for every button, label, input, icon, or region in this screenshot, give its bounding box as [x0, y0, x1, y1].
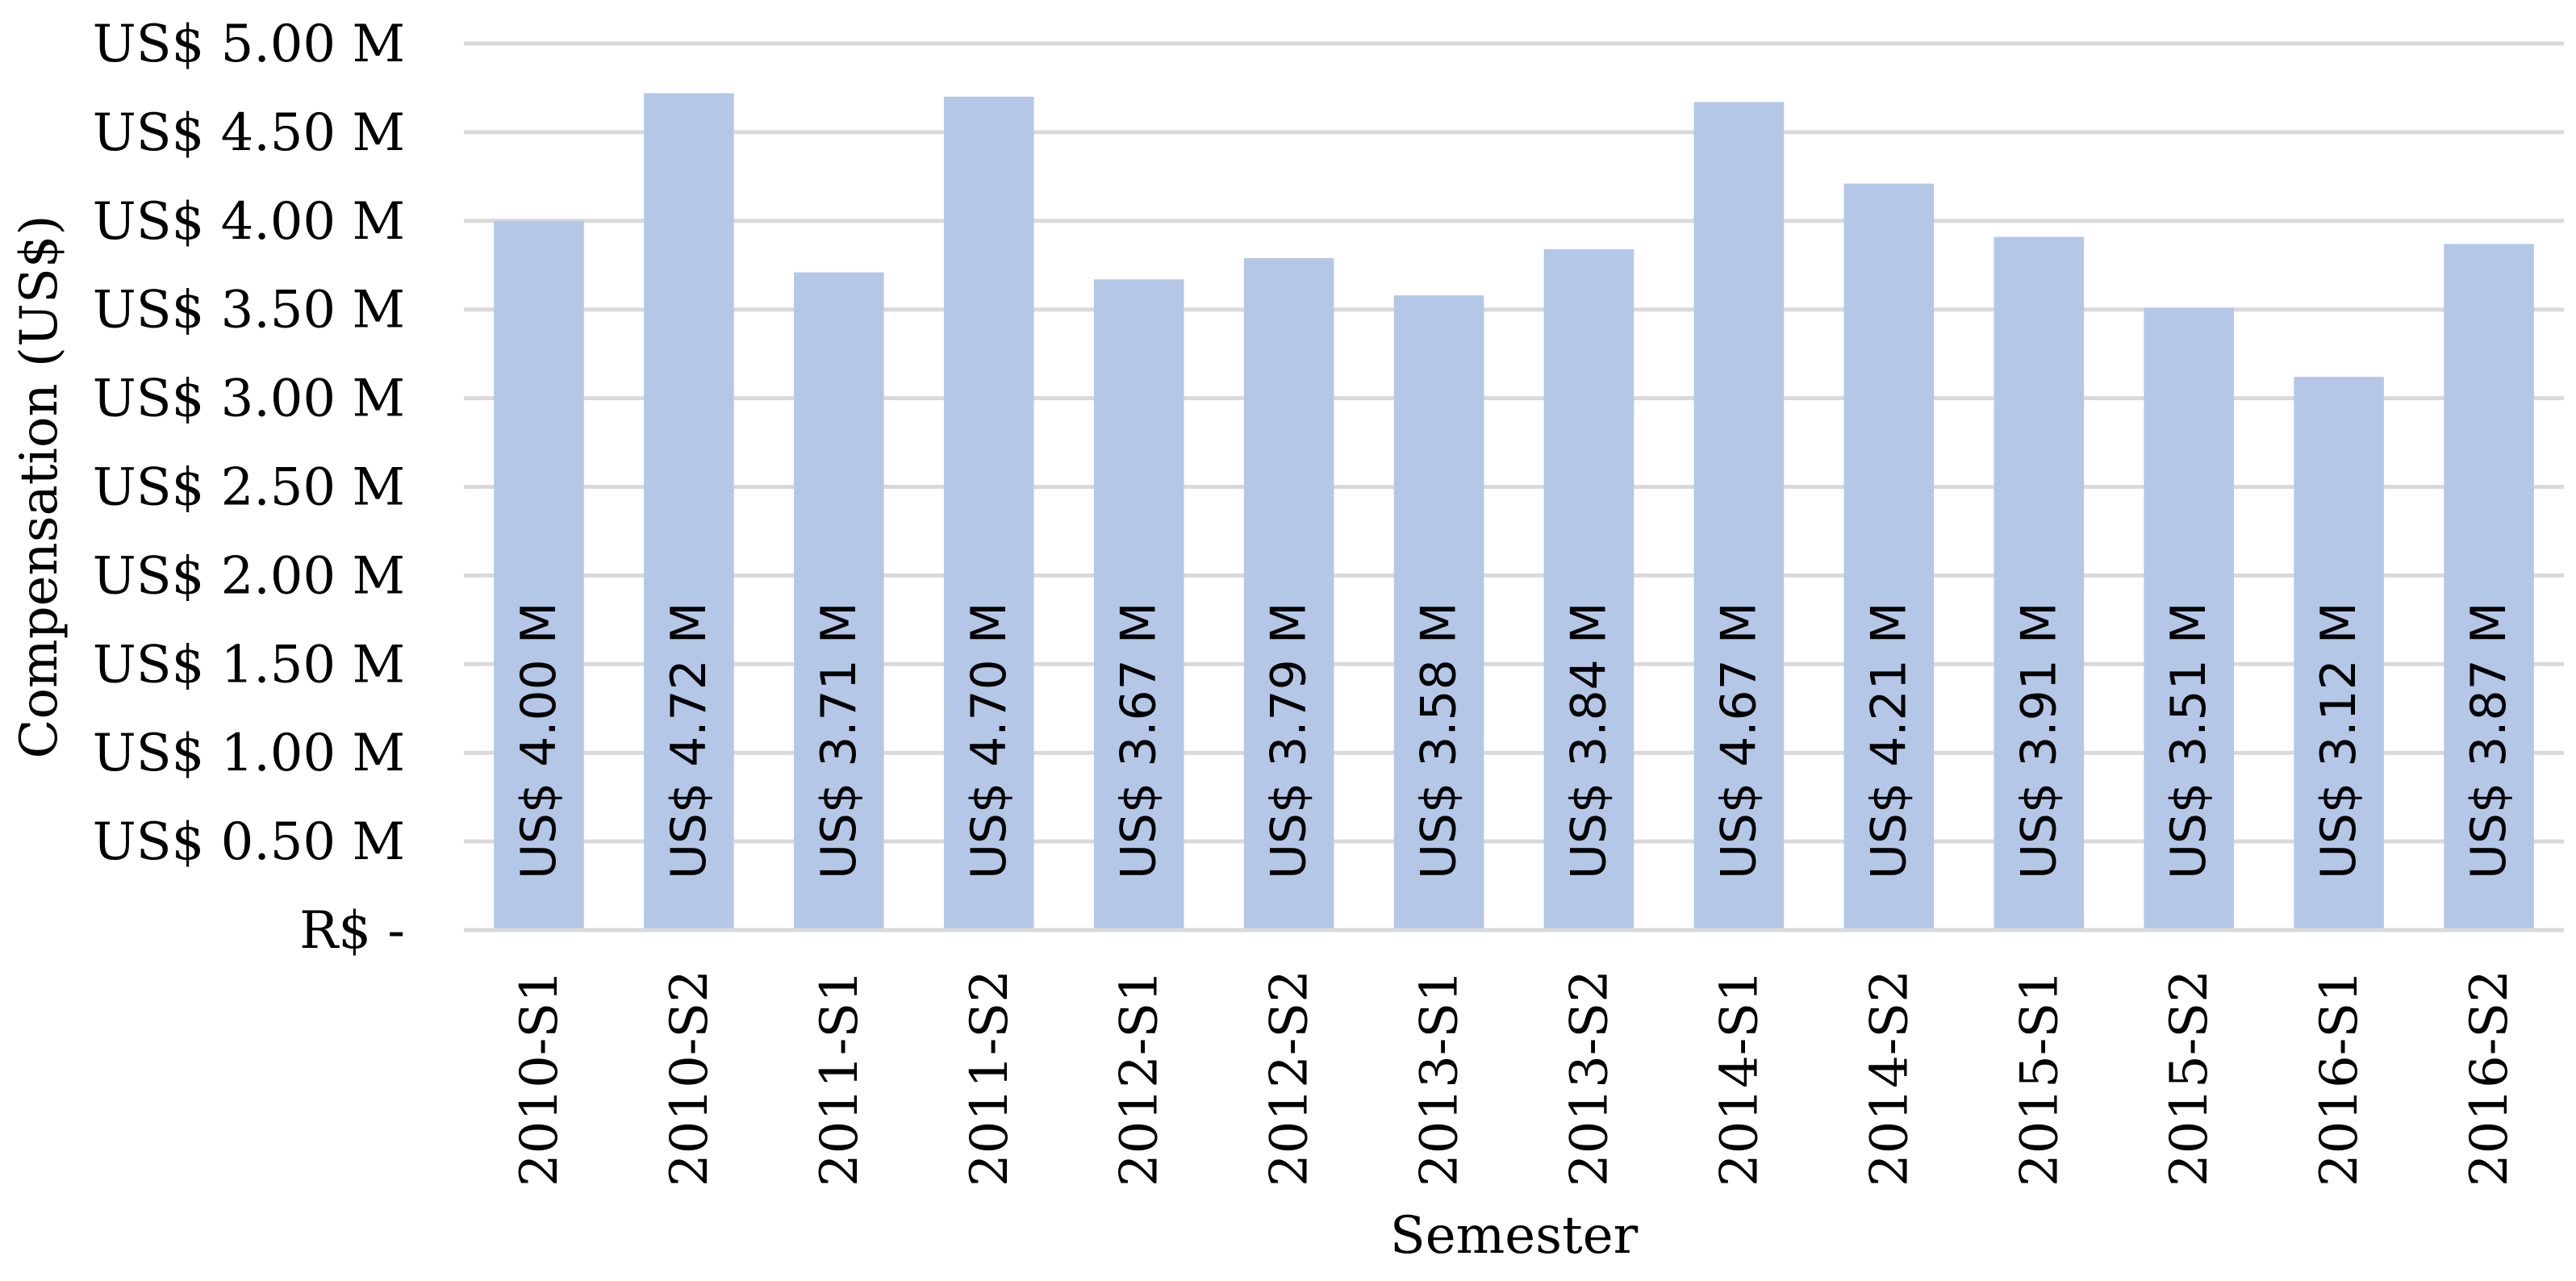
bar	[2444, 244, 2534, 930]
data-label: US$ 4.70 M	[961, 602, 1017, 879]
x-tick-label: 2011-S1	[810, 970, 870, 1187]
bar	[1994, 236, 2085, 930]
y-tick-label: US$ 3.50 M	[93, 281, 405, 340]
bar	[794, 272, 884, 930]
data-label: US$ 4.72 M	[661, 602, 717, 879]
x-tick-label: 2014-S2	[1860, 970, 1919, 1187]
y-tick-label: US$ 2.00 M	[93, 546, 405, 606]
bar	[644, 93, 734, 931]
x-tick-label: 2016-S1	[2310, 970, 2369, 1187]
bar	[1393, 295, 1484, 931]
x-tick-label: 2013-S2	[1559, 970, 1619, 1187]
data-label: US$ 3.87 M	[2461, 602, 2517, 879]
y-tick-label: US$ 4.50 M	[93, 103, 405, 163]
data-labels: US$ 4.00 M US$ 4.72 M US$ 3.71 M US$ 4.70 M…	[511, 602, 2517, 879]
bar	[2294, 377, 2384, 930]
y-tick-label: US$ 1.00 M	[93, 724, 405, 783]
y-tick-label: US$ 3.00 M	[93, 369, 405, 429]
bar	[1543, 248, 1635, 930]
x-tick-label: 2010-S1	[510, 970, 570, 1187]
bar	[943, 96, 1034, 931]
x-tick-label: 2014-S1	[1710, 970, 1769, 1187]
x-axis-tick-labels: 2010-S1 2010-S2 2011-S1 2011-S2 2012-S1 2012-…	[510, 970, 2520, 1187]
y-tick-label: US$ 0.50 M	[93, 812, 405, 872]
data-label: US$ 3.84 M	[1560, 602, 1617, 879]
x-axis-title: Semester	[1390, 1206, 1639, 1266]
data-label: US$ 4.00 M	[511, 602, 567, 879]
x-tick-label: 2012-S2	[1260, 970, 1320, 1187]
y-tick-label: R$ -	[299, 901, 405, 961]
y-axis-title: Compensation (US$)	[10, 215, 69, 759]
y-tick-label: US$ 1.50 M	[93, 635, 405, 695]
x-tick-label: 2013-S1	[1410, 970, 1470, 1187]
data-label: US$ 3.71 M	[811, 602, 867, 879]
x-tick-label: 2011-S2	[960, 970, 1020, 1187]
bar	[2144, 307, 2234, 930]
y-tick-label: US$ 5.00 M	[93, 15, 405, 74]
bar	[1243, 257, 1334, 930]
data-label: US$ 3.91 M	[2010, 602, 2067, 879]
bar	[1693, 102, 1785, 931]
data-label: US$ 3.67 M	[1111, 602, 1167, 879]
data-label: US$ 3.51 M	[2161, 602, 2217, 879]
bar	[1843, 183, 1935, 931]
bars	[494, 93, 2534, 931]
x-tick-label: 2012-S1	[1110, 970, 1170, 1187]
x-tick-label: 2016-S2	[2460, 970, 2520, 1187]
y-axis-tick-labels: R$ - US$ 0.50 M US$ 1.00 M US$ 1.50 M US$ 2.…	[93, 15, 405, 961]
x-tick-label: 2015-S2	[2160, 970, 2219, 1187]
y-tick-label: US$ 2.50 M	[93, 458, 405, 518]
bar	[494, 220, 584, 930]
data-label: US$ 3.79 M	[1261, 602, 1317, 879]
data-label: US$ 3.58 M	[1411, 602, 1468, 879]
x-tick-label: 2010-S2	[660, 970, 720, 1187]
bar	[1093, 279, 1184, 931]
gridlines	[464, 41, 2564, 844]
x-tick-label: 2015-S1	[2010, 970, 2069, 1187]
y-tick-label: US$ 4.00 M	[93, 192, 405, 252]
data-label: US$ 4.21 M	[1860, 602, 1917, 879]
data-label: US$ 4.67 M	[1710, 602, 1767, 879]
data-label: US$ 3.12 M	[2311, 602, 2367, 879]
